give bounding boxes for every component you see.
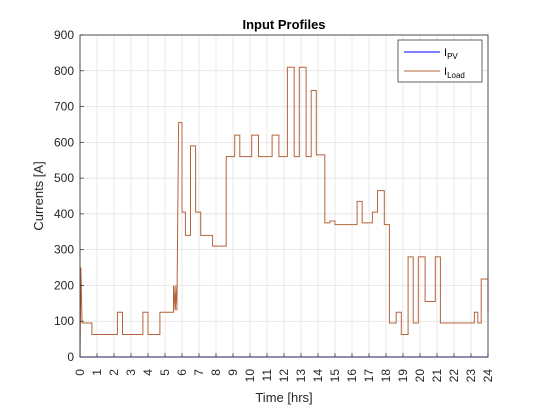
legend-label-load-main: I [444, 66, 447, 78]
y-tick-label: 900 [54, 28, 74, 42]
x-tick-labels: 0 1 2 3 4 5 6 7 8 9 10 11 12 13 14 15 16 17 18 19 20 21 22 23 24 [73, 369, 495, 383]
x-tick-label: 12 [277, 369, 291, 383]
x-tick-label: 10 [243, 369, 257, 383]
x-tick-label: 7 [192, 369, 206, 376]
x-tick-label: 24 [481, 369, 495, 383]
y-tick-label: 0 [67, 350, 74, 364]
x-tick-label: 2 [107, 369, 121, 376]
chart-title: Input Profiles [242, 17, 325, 32]
x-tick-label: 20 [413, 369, 427, 383]
legend-label-pv-main: I [444, 47, 447, 59]
x-axis-label: Time [hrs] [255, 390, 312, 405]
y-tick-label: 700 [54, 100, 74, 114]
x-tick-label: 11 [260, 369, 274, 382]
legend-label-load-sub: Load [447, 71, 465, 80]
legend-label-pv-sub: PV [447, 52, 458, 61]
x-tick-label: 6 [175, 369, 189, 376]
x-tick-label: 5 [158, 369, 172, 376]
y-tick-label: 100 [54, 314, 74, 328]
x-tick-label: 4 [141, 369, 155, 376]
y-tick-label: 200 [54, 278, 74, 292]
x-tick-label: 21 [430, 369, 444, 383]
axis-ticks [79, 34, 489, 358]
x-tick-label: 1 [90, 369, 104, 376]
legend: IPV ILoad [397, 39, 483, 83]
x-tick-label: 3 [124, 369, 138, 376]
legend-label-load: ILoad [444, 66, 465, 80]
x-tick-label: 9 [226, 369, 240, 376]
y-tick-label: 600 [54, 135, 74, 149]
x-tick-label: 13 [294, 369, 308, 383]
x-tick-label: 0 [73, 369, 87, 376]
x-tick-label: 15 [328, 369, 342, 383]
y-tick-label: 500 [54, 171, 74, 185]
x-tick-label: 8 [209, 369, 223, 376]
series-line-load [79, 66, 489, 358]
x-tick-label: 23 [464, 369, 478, 383]
y-tick-label: 300 [54, 243, 74, 257]
x-tick-label: 16 [345, 369, 359, 383]
y-tick-label: 800 [54, 64, 74, 78]
x-tick-label: 18 [379, 369, 393, 383]
y-tick-labels: 0 100 200 300 400 500 600 700 800 900 [54, 28, 74, 364]
y-axis-label: Currents [A] [31, 161, 46, 230]
x-tick-label: 19 [396, 369, 410, 383]
x-tick-label: 22 [447, 369, 461, 383]
legend-box [397, 39, 483, 83]
legend-label-pv: IPV [444, 47, 458, 61]
y-tick-label: 400 [54, 207, 74, 221]
x-tick-label: 14 [311, 369, 325, 383]
x-tick-label: 17 [362, 369, 376, 383]
